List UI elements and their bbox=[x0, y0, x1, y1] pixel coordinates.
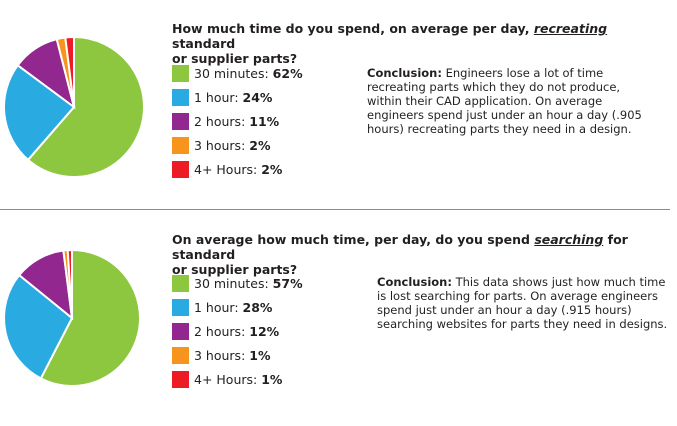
title-emphasis: searching bbox=[534, 232, 604, 247]
legend-swatch bbox=[172, 89, 189, 106]
legend-category: 4+ Hours: bbox=[194, 372, 262, 387]
legend-value: 2% bbox=[261, 162, 283, 177]
legend-value: 2% bbox=[249, 138, 271, 153]
pie-slice-2 bbox=[3, 63, 76, 162]
legend-swatch bbox=[172, 137, 189, 154]
legend-value: 1% bbox=[261, 372, 283, 387]
chart-panel-searching: On average how much time, per day, do yo… bbox=[0, 212, 677, 417]
title-emphasis: recreating bbox=[533, 21, 608, 36]
chart-panel-recreating: How much time do you spend, on average p… bbox=[0, 0, 677, 205]
legend-category: 3 hours: bbox=[194, 348, 250, 363]
legend-category: 4+ Hours: bbox=[194, 162, 262, 177]
legend-value: 11% bbox=[249, 114, 280, 129]
legend-category: 30 minutes: bbox=[194, 276, 273, 291]
legend-label: 30 minutes: 57% bbox=[194, 275, 303, 293]
title-text: On average how much time, per day, do yo… bbox=[172, 232, 535, 247]
legend-value: 57% bbox=[272, 276, 303, 291]
legend-value: 24% bbox=[242, 90, 273, 105]
legend-label: 3 hours: 2% bbox=[194, 137, 271, 155]
legend-swatch bbox=[172, 161, 189, 178]
conclusion-label: Conclusion: bbox=[367, 66, 442, 80]
pie-slice-5 bbox=[66, 248, 73, 319]
legend-category: 30 minutes: bbox=[194, 66, 273, 81]
pie-slice-2 bbox=[3, 273, 74, 380]
section-divider bbox=[0, 209, 670, 210]
pie-chart-searching bbox=[3, 248, 141, 387]
legend-category: 1 hour: bbox=[194, 300, 243, 315]
pie-slice-1 bbox=[26, 35, 145, 178]
pie-slice-5 bbox=[64, 35, 75, 108]
legend-category: 3 hours: bbox=[194, 138, 250, 153]
legend-label: 2 hours: 12% bbox=[194, 323, 279, 341]
pie-slice-1 bbox=[39, 248, 141, 387]
legend-swatch bbox=[172, 113, 189, 130]
legend-swatch bbox=[172, 65, 189, 82]
legend-swatch bbox=[172, 299, 189, 316]
legend-label: 2 hours: 11% bbox=[194, 113, 279, 131]
legend-label: 4+ Hours: 2% bbox=[194, 161, 282, 179]
conclusion-label: Conclusion: bbox=[377, 275, 452, 289]
legend-label: 1 hour: 24% bbox=[194, 89, 272, 107]
legend-value: 12% bbox=[249, 324, 280, 339]
legend-swatch bbox=[172, 323, 189, 340]
legend-label: 1 hour: 28% bbox=[194, 299, 272, 317]
conclusion-text: Engineers lose a lot of time recreating … bbox=[367, 66, 642, 136]
conclusion-recreating: Conclusion: Engineers lose a lot of time… bbox=[367, 66, 657, 136]
title-text-end: for standard bbox=[172, 232, 628, 262]
question-title-searching: On average how much time, per day, do yo… bbox=[172, 232, 642, 277]
legend-label: 30 minutes: 62% bbox=[194, 65, 303, 83]
legend-category: 2 hours: bbox=[194, 114, 250, 129]
title-line2: or supplier parts? bbox=[172, 51, 298, 66]
legend-label: 3 hours: 1% bbox=[194, 347, 271, 365]
title-text-end: standard bbox=[172, 36, 236, 51]
legend-value: 1% bbox=[249, 348, 271, 363]
legend-value: 28% bbox=[242, 300, 273, 315]
question-title-recreating: How much time do you spend, on average p… bbox=[172, 21, 642, 66]
title-line2: or supplier parts? bbox=[172, 262, 298, 277]
legend-category: 1 hour: bbox=[194, 90, 243, 105]
legend-swatch bbox=[172, 275, 189, 292]
legend-value: 62% bbox=[272, 66, 303, 81]
conclusion-searching: Conclusion: This data shows just how muc… bbox=[377, 275, 675, 331]
legend-label: 4+ Hours: 1% bbox=[194, 371, 282, 389]
pie-chart-recreating bbox=[3, 35, 145, 178]
legend-swatch bbox=[172, 347, 189, 364]
title-text: How much time do you spend, on average p… bbox=[172, 21, 534, 36]
legend-swatch bbox=[172, 371, 189, 388]
conclusion-text: This data shows just how much time is lo… bbox=[377, 275, 668, 331]
legend-category: 2 hours: bbox=[194, 324, 250, 339]
